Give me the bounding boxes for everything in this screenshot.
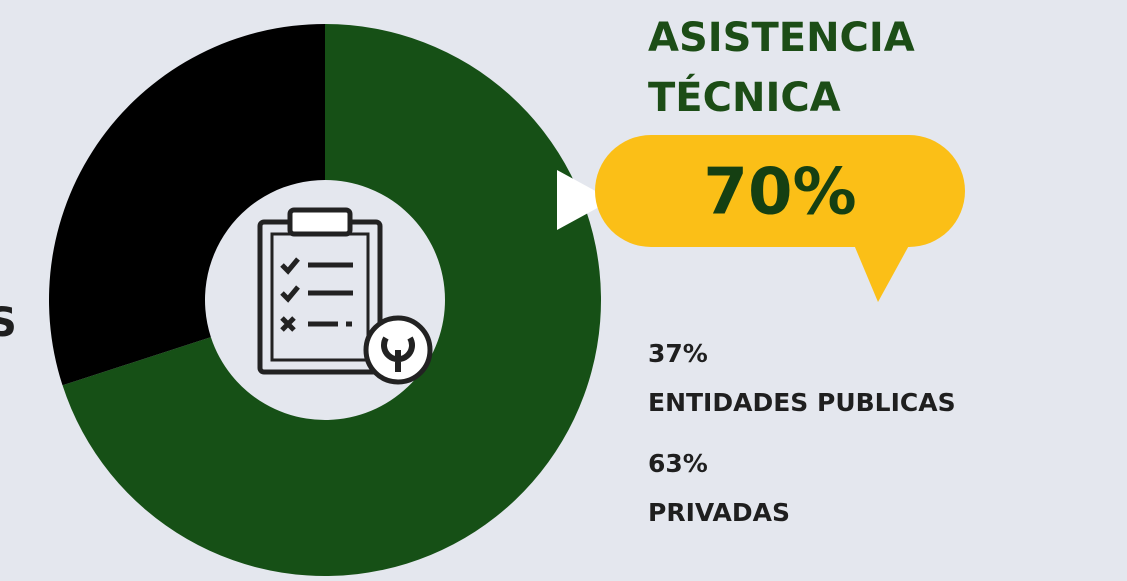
callout: [595, 135, 965, 247]
donut-chart: [48, 24, 601, 576]
clipboard-icon: [257, 207, 433, 385]
cut-off-text: S: [0, 300, 17, 346]
note-name: PRIVADAS: [648, 498, 790, 527]
note-percent: 63%: [648, 449, 708, 478]
callout-tail: [852, 240, 912, 302]
note-percent: 37%: [648, 339, 708, 368]
callout-value: 70%: [703, 156, 856, 230]
note-name: ENTIDADES PUBLICAS: [648, 388, 956, 417]
donut-slice: [62, 24, 601, 576]
donut-slice: [48, 24, 325, 386]
pointer-arrow: [557, 170, 612, 230]
title: ASISTENCIA TÉCNICA: [648, 15, 915, 121]
